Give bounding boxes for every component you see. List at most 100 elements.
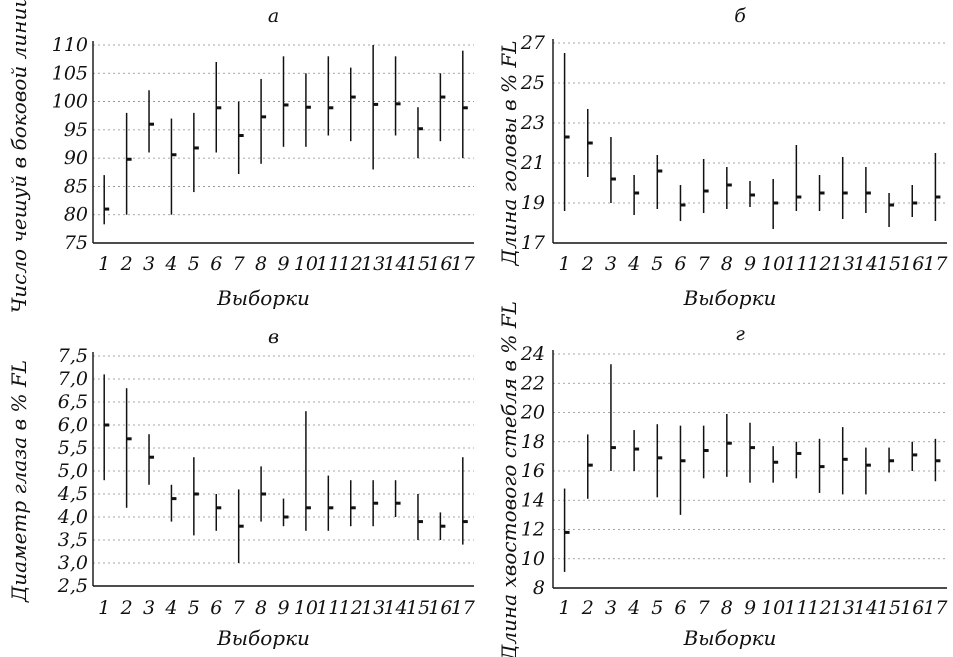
y-tick-label: 90: [64, 147, 88, 169]
x-tick-label: 15: [406, 253, 430, 275]
x-tick-label: 5: [188, 253, 200, 275]
x-tick-label: 3: [143, 253, 155, 275]
y-tick-label: 100: [52, 91, 88, 113]
y-tick-label: 7,0: [58, 368, 88, 390]
y-tick-label: 3,5: [58, 529, 88, 551]
x-tick-label: 9: [277, 253, 289, 275]
y-tick-label: 21: [520, 152, 545, 174]
x-tick-label: 10: [294, 597, 318, 619]
y-tick-label: 10: [521, 548, 545, 570]
x-tick-label: 14: [854, 253, 878, 275]
x-tick-label: 12: [339, 253, 363, 275]
x-tick-label: 2: [120, 597, 133, 619]
y-tick-label: 12: [521, 519, 545, 541]
panel-label: а: [268, 5, 279, 27]
x-tick-label: 2: [581, 597, 594, 619]
x-tick-label: 4: [627, 253, 640, 275]
x-tick-label: 16: [428, 253, 452, 275]
x-tick-label: 5: [651, 597, 663, 619]
x-tick-label: 17: [923, 597, 948, 619]
x-tick-label: 12: [807, 597, 831, 619]
y-tick-label: 24: [520, 343, 545, 365]
x-tick-label: 17: [451, 253, 476, 275]
x-tick-label: 17: [451, 597, 476, 619]
y-tick-label: 22: [520, 372, 545, 394]
panel-label: г: [735, 323, 745, 345]
x-tick-label: 14: [383, 253, 407, 275]
x-tick-label: 3: [605, 597, 617, 619]
x-tick-label: 8: [721, 253, 733, 275]
y-tick-label: 18: [521, 431, 545, 453]
y-tick-label: 3,0: [58, 552, 88, 574]
x-tick-label: 16: [900, 253, 924, 275]
x-tick-label: 14: [854, 597, 878, 619]
x-tick-label: 12: [339, 597, 363, 619]
x-tick-label: 6: [674, 253, 686, 275]
y-tick-label: 25: [520, 72, 545, 94]
y-tick-label: 4,5: [57, 483, 88, 505]
x-tick-label: 1: [98, 253, 110, 275]
x-tick-label: 6: [674, 597, 686, 619]
x-tick-label: 8: [255, 253, 267, 275]
x-tick-label: 6: [210, 253, 222, 275]
x-tick-label: 5: [188, 597, 200, 619]
y-axis-label: Длина головы в % FL: [497, 40, 521, 266]
x-tick-label: 10: [761, 253, 785, 275]
x-tick-label: 4: [627, 597, 640, 619]
x-tick-label: 5: [651, 253, 663, 275]
x-tick-label: 13: [361, 597, 385, 619]
x-tick-label: 15: [877, 253, 901, 275]
x-tick-label: 8: [721, 597, 733, 619]
y-axis-label: Число чешуй в боковой линии: [7, 0, 31, 313]
y-tick-label: 85: [64, 175, 88, 197]
x-tick-label: 9: [277, 597, 289, 619]
x-tick-label: 2: [120, 253, 133, 275]
x-tick-label: 11: [784, 597, 808, 619]
x-tick-label: 11: [316, 597, 340, 619]
x-axis-label: Выборки: [683, 286, 777, 310]
x-tick-label: 4: [164, 597, 177, 619]
y-tick-label: 75: [64, 232, 88, 254]
x-tick-label: 11: [316, 253, 340, 275]
x-tick-label: 8: [255, 597, 267, 619]
x-tick-label: 2: [581, 253, 594, 275]
y-tick-label: 80: [64, 204, 88, 226]
x-tick-label: 1: [98, 597, 110, 619]
x-tick-label: 3: [605, 253, 617, 275]
x-tick-label: 13: [831, 597, 855, 619]
y-tick-label: 6,0: [58, 414, 88, 436]
x-tick-label: 10: [294, 253, 318, 275]
x-tick-label: 16: [900, 597, 924, 619]
x-tick-label: 1: [559, 253, 571, 275]
y-tick-label: 20: [520, 402, 545, 424]
y-tick-label: 110: [52, 34, 88, 56]
y-tick-label: 5,5: [58, 437, 88, 459]
x-tick-label: 6: [210, 597, 222, 619]
x-tick-label: 1: [559, 597, 571, 619]
y-tick-label: 27: [520, 32, 546, 54]
y-tick-label: 7,5: [58, 345, 88, 367]
x-tick-label: 12: [807, 253, 831, 275]
x-tick-label: 15: [877, 597, 901, 619]
x-tick-label: 9: [744, 253, 756, 275]
y-axis-label: Длина хвостового стебля в % FL: [497, 301, 521, 657]
y-tick-label: 16: [521, 460, 545, 482]
y-tick-label: 105: [52, 62, 88, 84]
panel-label: в: [268, 326, 279, 348]
y-tick-label: 2,5: [57, 575, 88, 597]
x-tick-label: 15: [406, 597, 430, 619]
panel-label: б: [734, 5, 746, 27]
y-tick-label: 19: [521, 192, 545, 214]
y-tick-label: 6,5: [58, 391, 88, 413]
x-tick-label: 16: [428, 597, 452, 619]
x-tick-label: 10: [761, 597, 785, 619]
y-tick-label: 4,0: [57, 506, 88, 528]
x-axis-label: Выборки: [683, 626, 777, 650]
x-tick-label: 13: [361, 253, 385, 275]
x-tick-label: 7: [698, 253, 711, 275]
panel-c: 2,53,03,54,04,55,05,56,06,57,07,5в1 2 3 4 5 6…: [7, 326, 476, 650]
